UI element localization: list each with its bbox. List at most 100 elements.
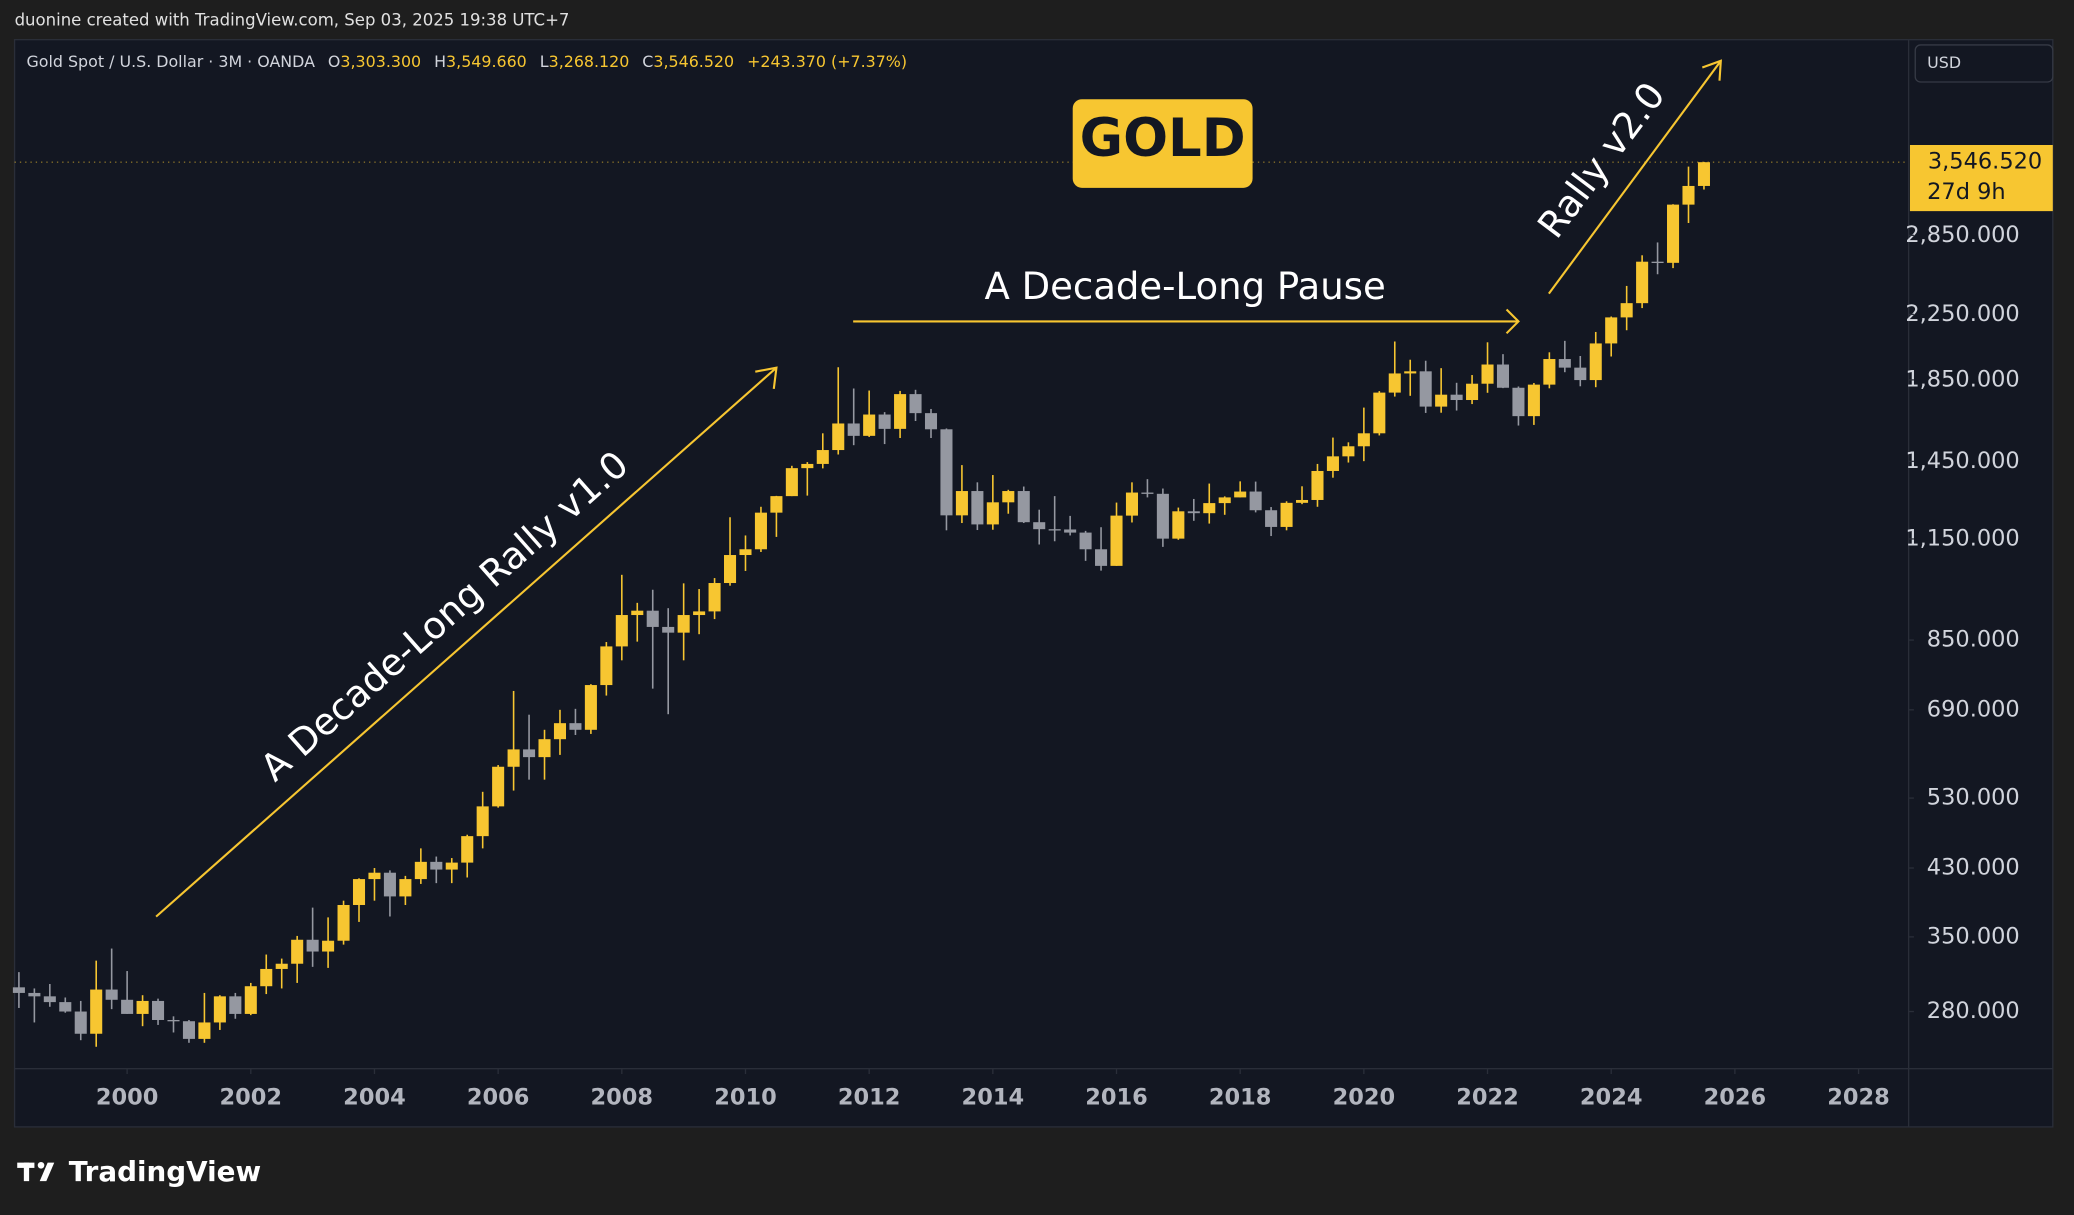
x-tick-label: 2016 <box>1085 1084 1148 1110</box>
candle-body <box>74 1011 87 1034</box>
countdown: 27d 9h <box>1927 179 2006 205</box>
x-tick-label: 2010 <box>714 1084 777 1110</box>
candle-body <box>863 414 876 436</box>
candle-body <box>1404 371 1417 374</box>
chart-pane <box>13 39 2054 1128</box>
candle-body <box>1419 371 1432 407</box>
attribution: duonine created with TradingView.com, Se… <box>15 11 570 30</box>
low-label: L <box>540 52 549 71</box>
arrow-head <box>1701 59 1722 81</box>
candle-body <box>182 1021 195 1039</box>
close-value: 3,546.520 <box>653 52 734 71</box>
candle-body <box>244 986 257 1014</box>
x-tick-label: 2012 <box>838 1084 901 1110</box>
candle-body <box>368 872 381 880</box>
candle-body <box>1527 384 1540 417</box>
candle-body <box>1450 394 1463 401</box>
candle-body <box>121 999 134 1014</box>
candle-body <box>1172 511 1185 539</box>
candle-body <box>352 879 366 905</box>
candle-body <box>1605 317 1618 344</box>
annotation: A Decade-Long Pause <box>985 265 1386 308</box>
candle-body <box>909 394 922 414</box>
candle-body <box>430 861 443 870</box>
candle-body <box>724 555 737 584</box>
candle-body <box>1682 185 1695 205</box>
candle-body <box>940 429 953 516</box>
y-tick-label: 1,450.000 <box>1905 448 2019 474</box>
low-value: 3,268.120 <box>549 52 630 71</box>
plot: 280.000 350.000 430.000 530.000 690.000 850.0… <box>12 144 2053 1110</box>
candle-body <box>1326 456 1339 471</box>
candle-body <box>414 861 427 880</box>
arrow <box>155 366 778 918</box>
candle-body <box>600 646 613 686</box>
x-tick-label: 2002 <box>220 1084 283 1110</box>
candle-body <box>1218 497 1231 504</box>
y-tick-label: 350.000 <box>1927 923 2020 949</box>
candle-body <box>28 992 41 997</box>
candle-body <box>1048 529 1061 531</box>
candle-body <box>1002 491 1015 503</box>
currency-button[interactable] <box>1914 44 2054 83</box>
candle-body <box>801 463 814 469</box>
candle-body <box>894 394 907 429</box>
chart-title: GOLD <box>1080 108 1246 169</box>
candle-body <box>1265 510 1278 527</box>
arrow <box>1548 60 1722 295</box>
candle-body <box>461 836 474 863</box>
candle-body <box>816 450 829 464</box>
candle-body <box>1342 446 1355 457</box>
candle-body <box>105 989 118 1000</box>
x-tick-label: 2006 <box>467 1084 530 1110</box>
candle-body <box>1543 359 1556 385</box>
candle-body <box>1651 261 1664 264</box>
candle-body <box>878 414 891 429</box>
currency[interactable]: USD <box>1927 53 1961 72</box>
candle-body <box>662 626 675 633</box>
candle-body <box>306 939 319 952</box>
candle-body <box>1249 491 1262 511</box>
candle-body <box>677 615 690 633</box>
candle-body <box>785 468 798 497</box>
candle-body <box>955 491 968 516</box>
x-tick-label: 2024 <box>1580 1084 1643 1110</box>
y-tick-label: 850.000 <box>1927 627 2020 653</box>
candle-body <box>523 749 536 758</box>
candle-body <box>832 423 845 451</box>
candle-body <box>1589 343 1602 381</box>
candle-body <box>229 996 242 1014</box>
candle-body <box>1388 373 1401 393</box>
candle-body <box>1203 503 1216 514</box>
candle-body <box>584 685 597 730</box>
candle-body <box>553 723 567 740</box>
x-tick-label: 2028 <box>1827 1084 1890 1110</box>
x-tick-label: 2020 <box>1333 1084 1396 1110</box>
candle-body <box>1234 491 1247 498</box>
y-tick-label: 690.000 <box>1927 696 2020 722</box>
open-value: 3,303.300 <box>340 52 421 71</box>
candle-body <box>275 963 288 969</box>
x-tick-label: 2026 <box>1704 1084 1767 1110</box>
candle-body <box>924 413 938 430</box>
arrow-head <box>755 366 778 389</box>
candle-body <box>1141 492 1154 494</box>
candle-body <box>291 939 304 964</box>
candle-body <box>213 996 226 1023</box>
candle-body <box>167 1019 180 1022</box>
logo-mark <box>23 1162 30 1182</box>
candle-body <box>1110 515 1123 566</box>
y-tick-label: 280.000 <box>1927 998 2020 1024</box>
candle-body <box>971 491 984 525</box>
candle-body <box>507 749 520 767</box>
symbol: Gold Spot / U.S. Dollar · 3M · OANDA <box>26 52 315 71</box>
candle-body <box>1574 367 1587 381</box>
candle-body <box>708 583 721 612</box>
y-tick-label: 2,250.000 <box>1905 301 2019 327</box>
close-label: C <box>642 52 653 71</box>
x-tick-label: 2014 <box>962 1084 1025 1110</box>
candle-body <box>1311 470 1324 500</box>
y-tick-label: 1,850.000 <box>1905 366 2019 392</box>
y-tick-label: 2,850.000 <box>1905 222 2019 248</box>
